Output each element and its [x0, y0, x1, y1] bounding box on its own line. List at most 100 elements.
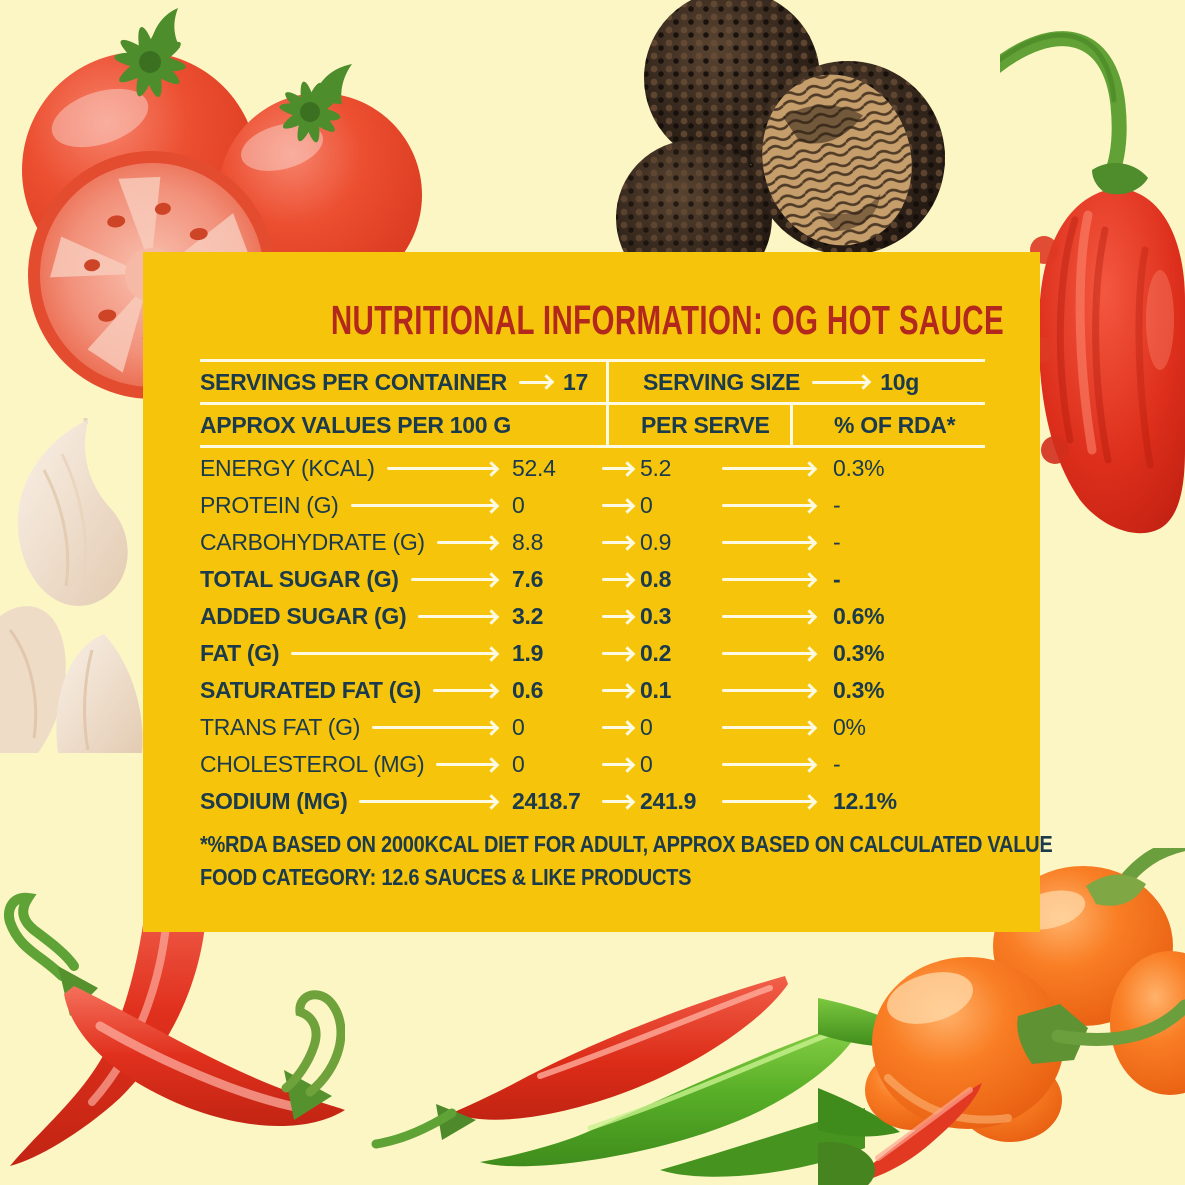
column-header-rda: % OF RDA* — [834, 411, 956, 438]
nutrient-label: SODIUM (MG) — [200, 788, 348, 814]
per-100g-value: 1.9 — [512, 640, 544, 666]
rda-value: 0.6% — [833, 603, 885, 629]
table-row: PROTEIN (G) 0 0 - — [200, 487, 985, 524]
green-and-red-chilies-image — [371, 976, 865, 1177]
table-row: CHOLESTEROL (MG) 0 0 - — [200, 746, 985, 783]
arrow-icon — [386, 467, 496, 470]
per-serve-value: 0 — [640, 714, 653, 740]
arrow-icon — [359, 800, 496, 803]
arrow-icon — [722, 467, 814, 470]
arrow-icon — [602, 467, 632, 470]
rda-value: - — [833, 492, 841, 518]
nutrient-label: CARBOHYDRATE (G) — [200, 529, 425, 555]
ghost-pepper-image — [1000, 31, 1185, 534]
arrow-icon — [602, 763, 632, 766]
arrow-icon — [602, 689, 632, 692]
rda-value: 0.3% — [833, 640, 885, 666]
rda-value: - — [833, 529, 841, 555]
serving-size: SERVING SIZE 10g — [606, 362, 985, 402]
arrow-icon — [518, 380, 552, 384]
table-row: SODIUM (MG) 2418.7 241.9 12.1% — [200, 783, 985, 820]
servings-label: SERVINGS PER CONTAINER — [200, 368, 507, 395]
arrow-icon — [436, 541, 496, 544]
column-header-per-100g: APPROX VALUES PER 100 G — [200, 411, 511, 438]
nutrient-label: SATURATED FAT (G) — [200, 677, 422, 703]
arrow-icon — [722, 800, 814, 803]
arrow-icon — [350, 504, 496, 507]
per-100g-value: 0 — [512, 751, 525, 777]
table-row: FAT (G) 1.9 0.2 0.3% — [200, 635, 985, 672]
rda-value: - — [833, 566, 841, 592]
per-100g-value: 8.8 — [512, 529, 544, 555]
divider — [200, 359, 985, 362]
rda-value: 0.3% — [833, 455, 885, 481]
nutrient-label: ADDED SUGAR (G) — [200, 603, 407, 629]
nutrient-label: TRANS FAT (G) — [200, 714, 361, 740]
footnotes: *%RDA BASED ON 2000KCAL DIET FOR ADULT, … — [200, 828, 1053, 894]
divider — [200, 402, 985, 405]
nutrient-label: FAT (G) — [200, 640, 280, 666]
arrow-icon — [436, 763, 496, 766]
page-title: NUTRITIONAL INFORMATION: OG HOT SAUCE — [330, 297, 1004, 343]
serving-size-value: 10g — [880, 368, 919, 395]
per-100g-value: 0 — [512, 714, 525, 740]
per-serve-value: 0 — [640, 751, 653, 777]
per-100g-value: 3.2 — [512, 603, 544, 629]
per-serve-value: 5.2 — [640, 455, 672, 481]
per-serve-value: 0.9 — [640, 529, 672, 555]
red-chilies-image — [4, 858, 345, 1166]
per-100g-value: 7.6 — [512, 566, 544, 592]
serving-size-label: SERVING SIZE — [643, 368, 801, 395]
arrow-icon — [602, 504, 632, 507]
per-100g-value: 52.4 — [512, 455, 556, 481]
arrow-icon — [722, 504, 814, 507]
rda-value: 0% — [833, 714, 866, 740]
black-truffles-image — [616, 0, 945, 280]
arrow-icon — [722, 763, 814, 766]
arrow-icon — [602, 652, 632, 655]
rda-value: 12.1% — [833, 788, 897, 814]
arrow-icon — [291, 652, 496, 655]
per-serve-value: 0.8 — [640, 566, 672, 592]
servings-row: SERVINGS PER CONTAINER 17 SERVING SIZE 1… — [200, 362, 985, 402]
nutrient-label: TOTAL SUGAR (G) — [200, 566, 399, 592]
rda-value: - — [833, 751, 841, 777]
arrow-icon — [602, 726, 632, 729]
column-header-per-serve: PER SERVE — [641, 411, 770, 438]
arrow-icon — [418, 615, 496, 618]
arrow-icon — [722, 578, 814, 581]
per-serve-value: 0.2 — [640, 640, 672, 666]
per-100g-value: 0.6 — [512, 677, 544, 703]
per-serve-value: 0.3 — [640, 603, 672, 629]
table-row: TOTAL SUGAR (G) 7.6 0.8 - — [200, 561, 985, 598]
arrow-icon — [372, 726, 496, 729]
rda-value: 0.3% — [833, 677, 885, 703]
footnote-food-category: FOOD CATEGORY: 12.6 SAUCES & LIKE PRODUC… — [200, 864, 692, 890]
arrow-icon — [602, 800, 632, 803]
table-row: CARBOHYDRATE (G) 8.8 0.9 - — [200, 524, 985, 561]
per-serve-value: 0 — [640, 492, 653, 518]
table-row: SATURATED FAT (G) 0.6 0.1 0.3% — [200, 672, 985, 709]
servings-value: 17 — [563, 368, 588, 395]
garlic-cloves-image — [0, 418, 143, 753]
per-serve-value: 0.1 — [640, 677, 672, 703]
nutrient-label: PROTEIN (G) — [200, 492, 339, 518]
arrow-icon — [602, 578, 632, 581]
arrow-icon — [602, 615, 632, 618]
servings-per-container: SERVINGS PER CONTAINER 17 — [200, 362, 606, 402]
arrow-icon — [722, 726, 814, 729]
divider — [200, 445, 985, 448]
per-serve-value: 241.9 — [640, 788, 697, 814]
table-row: ADDED SUGAR (G) 3.2 0.3 0.6% — [200, 598, 985, 635]
arrow-icon — [722, 541, 814, 544]
arrow-icon — [433, 689, 496, 692]
arrow-icon — [722, 652, 814, 655]
arrow-icon — [410, 578, 496, 581]
habanero-peppers-image — [818, 848, 1185, 1185]
nutrient-label: ENERGY (KCAL) — [200, 455, 375, 481]
card-header: NUTRITIONAL INFORMATION: OG HOT SAUCE — [200, 296, 1004, 344]
nutrition-card: NUTRITIONAL INFORMATION: OG HOT SAUCE SE… — [143, 252, 1053, 932]
arrow-icon — [722, 689, 814, 692]
per-100g-value: 0 — [512, 492, 525, 518]
